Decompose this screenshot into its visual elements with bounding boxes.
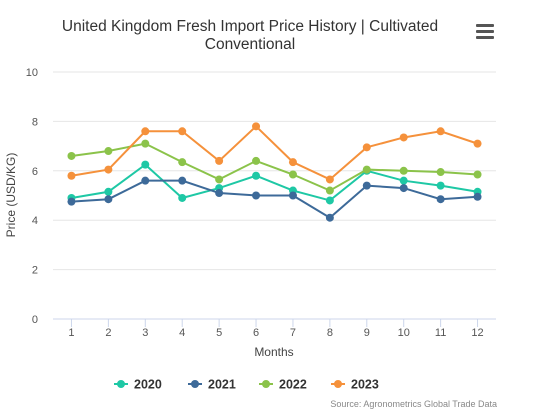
- data-point[interactable]: [215, 175, 224, 184]
- legend-swatch-marker: [334, 380, 342, 388]
- x-tick-label: 10: [398, 327, 410, 339]
- x-tick-label: 5: [216, 327, 222, 339]
- data-point[interactable]: [325, 213, 334, 222]
- x-axis-label: Months: [254, 345, 293, 359]
- x-tick-label: 6: [253, 327, 259, 339]
- data-point[interactable]: [362, 181, 371, 190]
- data-point[interactable]: [215, 156, 224, 165]
- data-point[interactable]: [399, 133, 408, 142]
- data-point[interactable]: [362, 143, 371, 152]
- data-point[interactable]: [288, 191, 297, 200]
- data-point[interactable]: [104, 187, 113, 196]
- data-point[interactable]: [288, 158, 297, 167]
- y-tick-label: 10: [26, 67, 38, 79]
- data-point[interactable]: [141, 127, 150, 136]
- series-line-2021: [71, 179, 478, 219]
- x-tick-label: 3: [142, 327, 148, 339]
- series-layer: [67, 122, 482, 222]
- data-point[interactable]: [178, 158, 187, 167]
- data-point[interactable]: [178, 127, 187, 136]
- source-note: Source: Agronometrics Global Trade Data: [330, 399, 497, 409]
- data-point[interactable]: [473, 170, 482, 179]
- data-point[interactable]: [141, 176, 150, 185]
- data-point[interactable]: [399, 166, 408, 175]
- data-point[interactable]: [362, 165, 371, 174]
- data-point[interactable]: [399, 184, 408, 193]
- x-tick-label: 9: [364, 327, 370, 339]
- data-point[interactable]: [325, 175, 334, 184]
- legend-item-2023[interactable]: 2023: [331, 378, 379, 392]
- data-point[interactable]: [252, 156, 261, 165]
- series-line-2023: [71, 124, 478, 181]
- data-point[interactable]: [67, 197, 76, 206]
- grid-lines: [53, 71, 496, 271]
- legend-swatch-marker: [262, 380, 270, 388]
- data-point[interactable]: [104, 195, 113, 204]
- data-point[interactable]: [436, 168, 445, 177]
- legend-label: 2021: [208, 378, 236, 392]
- data-point[interactable]: [288, 170, 297, 179]
- data-point[interactable]: [325, 196, 334, 205]
- series-line-2022: [71, 142, 478, 192]
- y-axis-label: Price (USD/KG): [4, 153, 18, 238]
- data-point[interactable]: [178, 176, 187, 185]
- legend: 2020 2021 2022 2023: [114, 378, 379, 392]
- legend-item-2021[interactable]: 2021: [188, 378, 236, 392]
- data-point[interactable]: [436, 181, 445, 190]
- y-tick-label: 2: [32, 265, 38, 277]
- x-tick-label: 2: [105, 327, 111, 339]
- legend-label: 2022: [279, 378, 307, 392]
- data-point[interactable]: [104, 165, 113, 174]
- data-point[interactable]: [178, 193, 187, 202]
- data-point[interactable]: [141, 160, 150, 169]
- x-tick-label: 11: [435, 327, 446, 339]
- legend-swatch-marker: [191, 380, 199, 388]
- data-point[interactable]: [67, 171, 76, 180]
- data-point[interactable]: [473, 139, 482, 148]
- data-point[interactable]: [252, 171, 261, 180]
- data-point[interactable]: [252, 191, 261, 200]
- x-tick-label: 4: [179, 327, 185, 339]
- data-point[interactable]: [141, 139, 150, 148]
- x-tick-label: 12: [471, 327, 483, 339]
- series-line-2020: [71, 163, 478, 202]
- x-tick-label: 8: [327, 327, 333, 339]
- chart-title: United Kingdom Fresh Import Price Histor…: [61, 18, 439, 53]
- data-point[interactable]: [252, 122, 261, 131]
- legend-label: 2023: [351, 378, 379, 392]
- x-tick-label: 1: [68, 327, 74, 339]
- x-tick-label: 7: [290, 327, 296, 339]
- y-tick-label: 6: [32, 166, 38, 178]
- y-tick-label: 4: [32, 215, 38, 227]
- series-2022: [67, 139, 482, 195]
- legend-item-2020[interactable]: 2020: [114, 378, 162, 392]
- data-point[interactable]: [436, 127, 445, 136]
- data-point[interactable]: [436, 195, 445, 204]
- legend-item-2022[interactable]: 2022: [259, 378, 307, 392]
- data-point[interactable]: [215, 189, 224, 198]
- y-tick-label: 0: [32, 314, 38, 326]
- series-2023: [67, 122, 482, 184]
- data-point[interactable]: [67, 151, 76, 160]
- data-point[interactable]: [399, 176, 408, 185]
- data-point[interactable]: [104, 147, 113, 156]
- legend-swatch-marker: [117, 380, 125, 388]
- data-point[interactable]: [325, 186, 334, 195]
- y-tick-label: 8: [32, 116, 38, 128]
- data-point[interactable]: [473, 192, 482, 201]
- hamburger-menu-icon[interactable]: [474, 24, 496, 42]
- series-2021: [67, 176, 482, 222]
- legend-label: 2020: [134, 378, 162, 392]
